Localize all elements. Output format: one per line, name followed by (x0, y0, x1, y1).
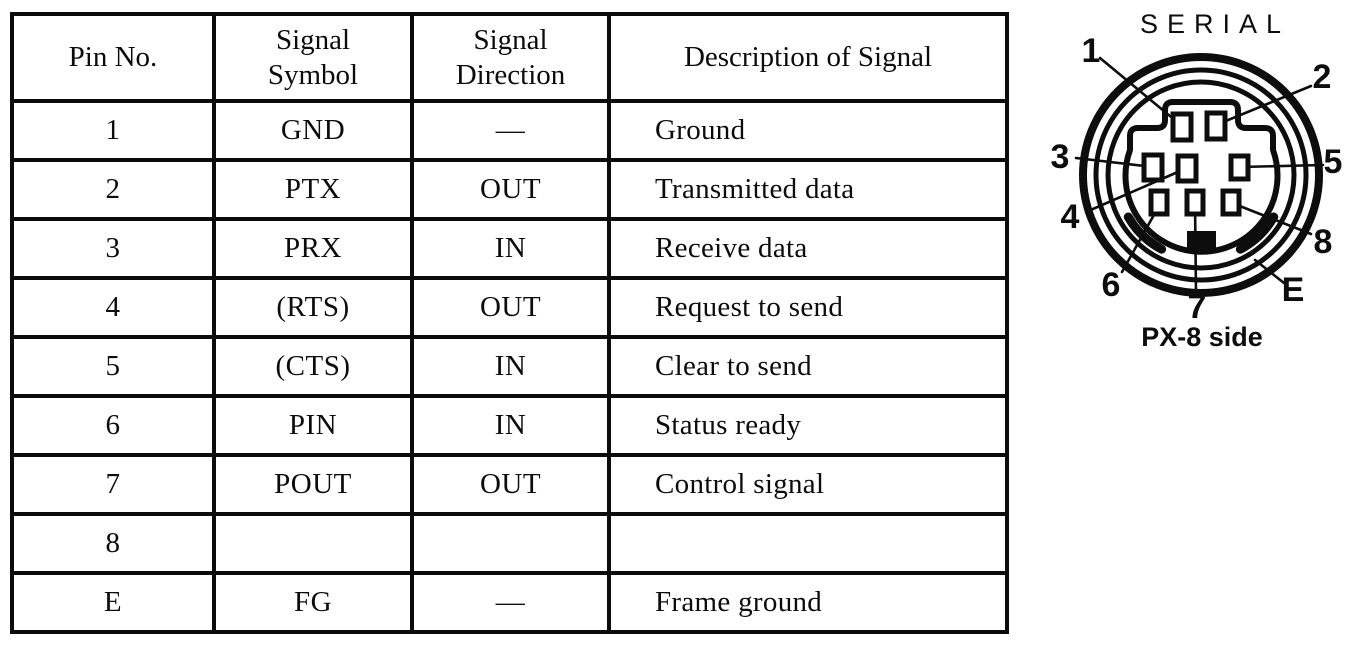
col-header-pin-no: Pin No. (10, 12, 216, 103)
pin-no-cell: 3 (10, 217, 216, 280)
signal-direction-cell: IN (410, 394, 611, 457)
pin-8-label: 8 (1314, 223, 1333, 261)
table-row: 8 (10, 512, 1009, 575)
col-header-signal-symbol: Signal Symbol (212, 12, 414, 103)
description-cell: Request to send (607, 276, 1009, 339)
pin-e-label: E (1282, 271, 1305, 309)
pin-7-hole (1184, 188, 1206, 217)
pin-2-hole (1204, 110, 1228, 142)
pin-5-leader-line (1238, 163, 1325, 169)
pin-3-leader-line (1074, 156, 1155, 169)
shield-outline (1122, 99, 1281, 255)
table-row: 6 PIN IN Status ready (10, 394, 1009, 457)
pin-no-cell: 1 (10, 99, 216, 162)
key-notch (1187, 231, 1216, 250)
pin-5-hole (1228, 153, 1251, 182)
pin-3-hole (1141, 152, 1165, 183)
description-cell: Ground (607, 99, 1009, 162)
signal-direction-cell (410, 512, 611, 575)
pin-6-label: 6 (1102, 266, 1121, 304)
pin-7-leader-line (1193, 201, 1198, 294)
signal-symbol-cell (212, 512, 414, 575)
signal-direction-cell: — (410, 99, 611, 162)
table-row: 4 (RTS) OUT Request to send (10, 276, 1009, 339)
connector-inner-ring (1105, 79, 1297, 271)
signal-direction-cell: — (410, 571, 611, 634)
pin-4-hole (1175, 153, 1199, 184)
signal-symbol-cell: (RTS) (212, 276, 414, 339)
serial-pin-table: Pin No. Signal Symbol Signal Direction D… (10, 12, 1009, 634)
pin-e-leader-line (1253, 258, 1286, 285)
diagram-caption: PX-8 side (1141, 322, 1263, 352)
col-header-description: Description of Signal (607, 12, 1009, 103)
serial-connector-diagram: SERIAL (1034, 0, 1364, 365)
pin-1-hole (1170, 111, 1194, 143)
diagram-title: SERIAL (1140, 9, 1290, 39)
pin-4-label: 4 (1061, 198, 1080, 236)
pin-2-label: 2 (1313, 58, 1332, 96)
description-cell: Receive data (607, 217, 1009, 280)
signal-direction-cell: IN (410, 335, 611, 398)
description-cell: Clear to send (607, 335, 1009, 398)
pin-no-cell: 7 (10, 453, 216, 516)
pin-no-cell: 4 (10, 276, 216, 339)
pin-table-body: 1 GND — Ground 2 PTX OUT Transmitted data 3 PRX IN… (10, 99, 1009, 634)
pin-1-leader-line (1098, 56, 1184, 128)
pin-8-leader-line (1230, 201, 1313, 236)
signal-symbol-cell: PTX (212, 158, 414, 221)
table-row: 3 PRX IN Receive data (10, 217, 1009, 280)
table-header-row: Pin No. Signal Symbol Signal Direction D… (10, 12, 1009, 103)
description-cell (607, 512, 1009, 575)
signal-symbol-cell: FG (212, 571, 414, 634)
table-row: 7 POUT OUT Control signal (10, 453, 1009, 516)
signal-symbol-cell: POUT (212, 453, 414, 516)
col-header-signal-direction: Signal Direction (410, 12, 611, 103)
description-cell: Frame ground (607, 571, 1009, 634)
connector-outer-ring (1079, 53, 1323, 297)
description-cell: Status ready (607, 394, 1009, 457)
table-row: 2 PTX OUT Transmitted data (10, 158, 1009, 221)
connector-middle-ring (1093, 67, 1309, 283)
description-cell: Control signal (607, 453, 1009, 516)
pin-4-leader-line (1084, 166, 1189, 214)
signal-symbol-cell: PRX (212, 217, 414, 280)
pin-5-label: 5 (1324, 143, 1343, 181)
pin-no-cell: 6 (10, 394, 216, 457)
table-row: 1 GND — Ground (10, 99, 1009, 162)
pin-no-cell: 2 (10, 158, 216, 221)
signal-direction-cell: OUT (410, 158, 611, 221)
signal-symbol-cell: (CTS) (212, 335, 414, 398)
signal-direction-cell: OUT (410, 453, 611, 516)
pin-7-label: 7 (1188, 288, 1207, 326)
signal-symbol-cell: PIN (212, 394, 414, 457)
pin-6-hole (1148, 188, 1170, 217)
pin-3-label: 3 (1051, 138, 1070, 176)
pin-no-cell: 8 (10, 512, 216, 575)
pin-8-hole (1220, 188, 1242, 217)
signal-symbol-cell: GND (212, 99, 414, 162)
table-row: E FG — Frame ground (10, 571, 1009, 634)
description-cell: Transmitted data (607, 158, 1009, 221)
table-row: 5 (CTS) IN Clear to send (10, 335, 1009, 398)
signal-direction-cell: IN (410, 217, 611, 280)
pin-no-cell: 5 (10, 335, 216, 398)
pin-2-leader-line (1214, 84, 1313, 127)
signal-direction-cell: OUT (410, 276, 611, 339)
pin-1-label: 1 (1082, 32, 1101, 70)
pin-no-cell: E (10, 571, 216, 634)
shield-slot-right (1235, 212, 1279, 254)
